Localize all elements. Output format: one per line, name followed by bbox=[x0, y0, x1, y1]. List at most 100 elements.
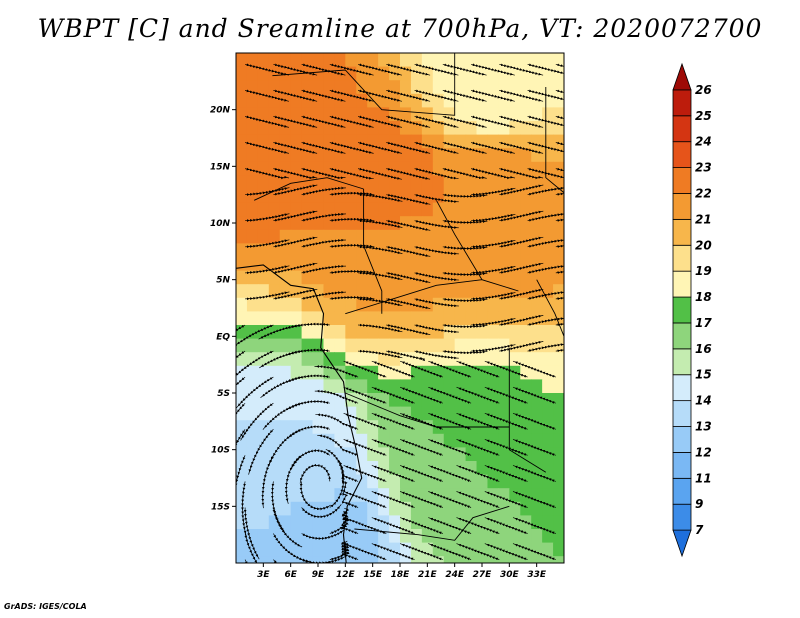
wbpt-cell bbox=[509, 202, 521, 217]
wbpt-cell bbox=[553, 148, 564, 163]
wbpt-cell bbox=[531, 229, 543, 244]
wbpt-cell bbox=[279, 93, 292, 108]
wbpt-cell bbox=[356, 338, 368, 353]
wbpt-cell bbox=[487, 352, 499, 367]
wbpt-cell bbox=[312, 352, 325, 367]
wbpt-cell bbox=[236, 393, 248, 408]
wbpt-cell bbox=[465, 107, 478, 122]
wbpt-cell bbox=[268, 243, 281, 258]
wbpt-cell bbox=[236, 379, 248, 394]
wbpt-cell bbox=[290, 501, 303, 516]
wbpt-cell bbox=[454, 393, 467, 408]
wbpt-cell bbox=[301, 53, 314, 68]
wbpt-cell bbox=[323, 311, 335, 326]
streamline bbox=[527, 186, 564, 196]
wbpt-cell bbox=[236, 270, 248, 285]
wbpt-cell bbox=[520, 148, 532, 163]
colorbar-segment bbox=[672, 141, 692, 168]
wbpt-cell bbox=[432, 229, 445, 244]
wbpt-cell bbox=[356, 175, 368, 190]
wbpt-cell bbox=[509, 229, 521, 244]
wbpt-cell bbox=[268, 229, 281, 244]
wbpt-cell bbox=[378, 134, 390, 149]
wbpt-cell bbox=[323, 202, 335, 217]
wbpt-cell bbox=[323, 189, 335, 204]
wbpt-cell bbox=[290, 515, 303, 530]
wbpt-cell bbox=[509, 80, 521, 95]
wbpt-cell bbox=[301, 311, 314, 326]
wbpt-cell bbox=[432, 529, 445, 544]
wbpt-cell bbox=[290, 338, 303, 353]
wbpt-cell bbox=[542, 189, 554, 204]
streamline bbox=[527, 290, 564, 300]
wbpt-cell bbox=[553, 379, 564, 394]
wbpt-cell bbox=[389, 474, 401, 489]
wbpt-cell bbox=[421, 107, 434, 122]
wbpt-cell bbox=[268, 134, 281, 149]
wbpt-cell bbox=[301, 189, 314, 204]
wbpt-cell bbox=[356, 216, 368, 231]
wbpt-cell bbox=[487, 270, 499, 285]
wbpt-cell bbox=[454, 107, 467, 122]
wbpt-cell bbox=[334, 420, 346, 435]
wbpt-cell bbox=[410, 202, 423, 217]
wbpt-cell bbox=[246, 53, 259, 68]
wbpt-cell bbox=[367, 107, 379, 122]
wbpt-cell bbox=[509, 257, 521, 272]
wbpt-cell bbox=[410, 107, 423, 122]
wbpt-cell bbox=[367, 529, 379, 544]
wbpt-cell bbox=[410, 474, 423, 489]
wbpt-cell bbox=[301, 175, 314, 190]
wbpt-cell bbox=[400, 325, 412, 340]
wbpt-cell bbox=[389, 433, 401, 448]
wbpt-cell bbox=[476, 216, 489, 231]
streamline bbox=[512, 386, 556, 404]
wbpt-cell bbox=[443, 243, 456, 258]
wbpt-cell bbox=[443, 202, 456, 217]
wbpt-cell bbox=[323, 393, 335, 408]
wbpt-cell bbox=[345, 216, 357, 231]
wbpt-cell bbox=[400, 379, 412, 394]
wbpt-cell bbox=[257, 243, 270, 258]
wbpt-cell bbox=[334, 53, 346, 68]
wbpt-cell bbox=[323, 461, 335, 476]
x-tick-label: 33E bbox=[527, 570, 547, 580]
wbpt-cell bbox=[257, 229, 270, 244]
wbpt-cell bbox=[400, 433, 412, 448]
wbpt-cell bbox=[443, 501, 456, 516]
wbpt-cell bbox=[476, 284, 489, 299]
wbpt-cell bbox=[290, 311, 303, 326]
streamline bbox=[414, 324, 459, 334]
wbpt-cell bbox=[268, 447, 281, 462]
wbpt-cell bbox=[378, 53, 390, 68]
wbpt-cell bbox=[498, 515, 510, 530]
wbpt-cell bbox=[421, 80, 434, 95]
wbpt-cell bbox=[367, 420, 379, 435]
wbpt-cell bbox=[553, 488, 564, 503]
wbpt-cell bbox=[476, 53, 489, 68]
wbpt-cell bbox=[476, 134, 489, 149]
wbpt-cell bbox=[443, 134, 456, 149]
wbpt-cell bbox=[542, 433, 554, 448]
wbpt-cell bbox=[454, 270, 467, 285]
wbpt-cell bbox=[465, 433, 478, 448]
wbpt-cell bbox=[356, 284, 368, 299]
wbpt-cell bbox=[367, 501, 379, 516]
streamline bbox=[512, 491, 556, 509]
wbpt-cell bbox=[432, 501, 445, 516]
wbpt-cell bbox=[421, 284, 434, 299]
wbpt-cell bbox=[246, 121, 259, 136]
wbpt-cell bbox=[553, 542, 564, 557]
wbpt-cell bbox=[246, 66, 259, 81]
streamline bbox=[414, 245, 459, 256]
wbpt-cell bbox=[443, 80, 456, 95]
wbpt-cell bbox=[356, 433, 368, 448]
wbpt-cell bbox=[509, 175, 521, 190]
wbpt-cell bbox=[432, 202, 445, 217]
wbpt-cell bbox=[553, 216, 564, 231]
wbpt-cell bbox=[553, 393, 564, 408]
wbpt-cell bbox=[246, 243, 259, 258]
wbpt-cell bbox=[400, 461, 412, 476]
wbpt-cell bbox=[356, 352, 368, 367]
wbpt-cell bbox=[312, 393, 325, 408]
